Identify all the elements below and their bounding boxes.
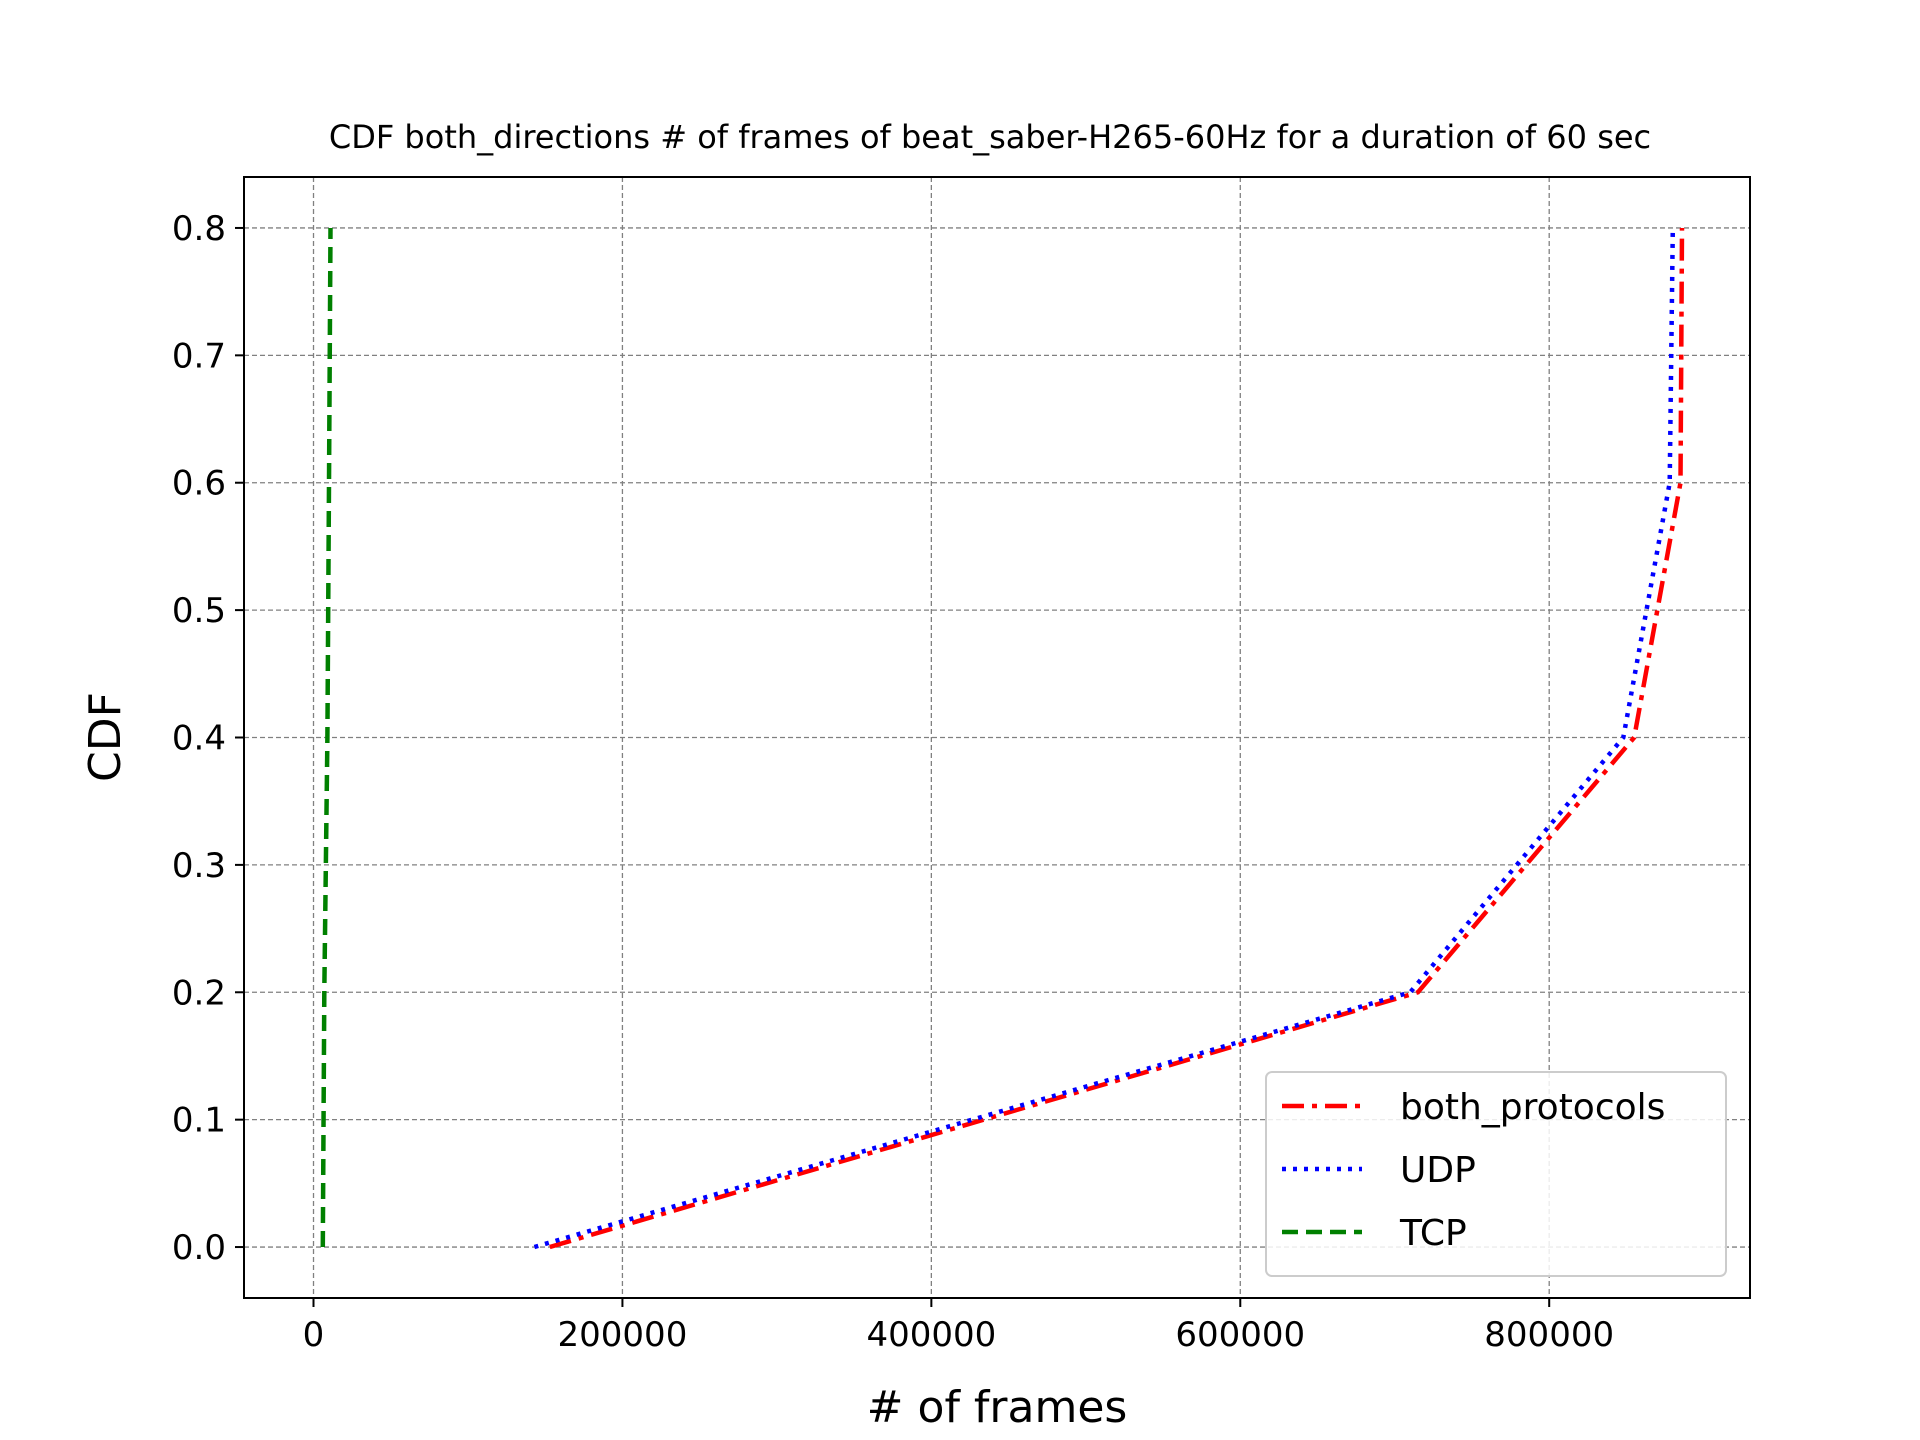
grid	[244, 177, 1750, 1298]
x-tick-label: 800000	[1484, 1315, 1614, 1355]
y-tick-label: 0.0	[172, 1228, 226, 1268]
y-tick-label: 0.5	[172, 591, 226, 631]
y-axis-ticks: 0.0 0.1 0.2 0.3 0.4 0.5 0.6 0.7 0.8	[172, 209, 244, 1268]
y-tick-label: 0.3	[172, 846, 226, 886]
series-line-udp	[533, 227, 1676, 1250]
legend: both_protocols UDP TCP	[1265, 1071, 1727, 1277]
x-tick-label: 600000	[1175, 1315, 1305, 1355]
x-axis-title: # of frames	[867, 1382, 1128, 1433]
y-tick-label: 0.1	[172, 1101, 226, 1141]
y-tick-label: 0.8	[172, 209, 226, 249]
y-tick-label: 0.4	[172, 719, 226, 759]
legend-label: both_protocols	[1400, 1087, 1665, 1128]
y-tick-label: 0.2	[172, 973, 226, 1013]
legend-label: UDP	[1400, 1150, 1476, 1191]
plot-series	[320, 227, 1685, 1250]
y-axis-title: CDF	[80, 692, 131, 782]
legend-label: TCP	[1399, 1213, 1467, 1254]
x-tick-label: 0	[303, 1315, 325, 1355]
x-axis-ticks: 0 200000 400000 600000 800000	[303, 1298, 1614, 1355]
y-tick-label: 0.6	[172, 464, 226, 504]
y-tick-label: 0.7	[172, 336, 226, 376]
legend-box	[1265, 1071, 1727, 1277]
series-line-both-protocols	[549, 227, 1685, 1250]
x-tick-label: 200000	[558, 1315, 688, 1355]
series-line-tcp	[320, 227, 333, 1248]
chart-title: CDF both_directions # of frames of beat_…	[329, 118, 1651, 156]
x-tick-label: 400000	[866, 1315, 996, 1355]
